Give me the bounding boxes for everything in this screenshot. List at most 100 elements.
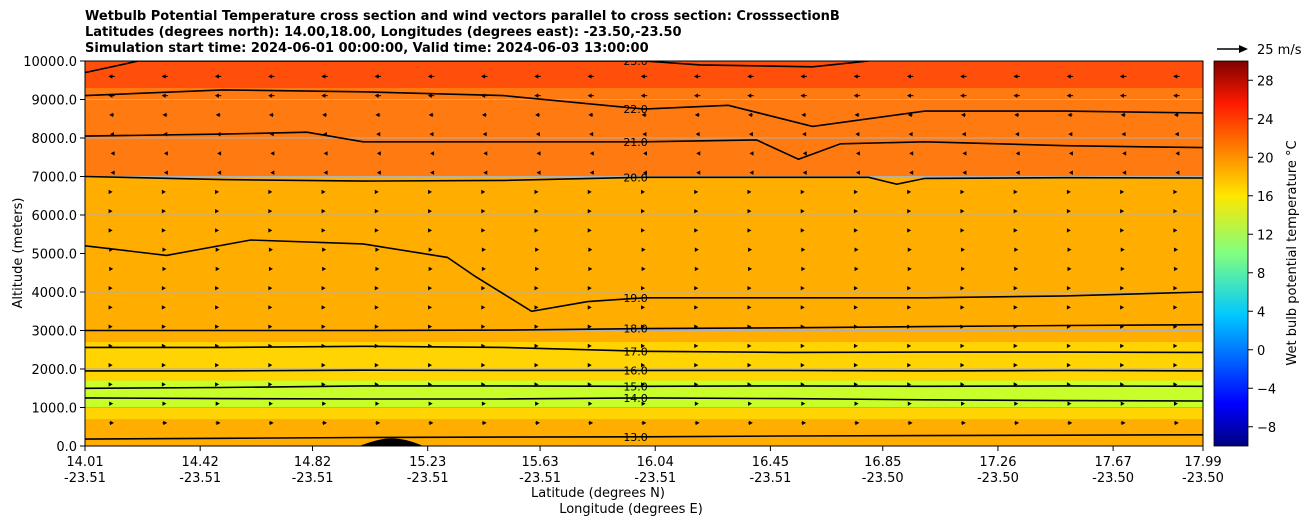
wind-vector <box>909 170 914 175</box>
wind-vector <box>374 362 379 368</box>
wind-vector <box>483 170 488 175</box>
wind-vector <box>587 285 592 291</box>
quiver-key-arrowhead <box>1239 45 1248 53</box>
wind-vector <box>800 362 805 368</box>
wind-vector <box>1066 208 1071 214</box>
wind-vector <box>1119 74 1127 79</box>
wind-vector <box>1015 151 1020 156</box>
wind-vector <box>481 74 488 79</box>
wind-vector <box>534 324 539 329</box>
wind-vector <box>961 247 966 252</box>
wind-vector <box>374 228 379 233</box>
x-tick-label-lon-8: -23.50 <box>977 471 1019 486</box>
wind-vector <box>162 401 167 406</box>
wind-vector <box>428 208 433 214</box>
wind-vector <box>801 266 806 272</box>
wind-vector <box>588 112 594 118</box>
wind-vector <box>428 285 433 291</box>
wind-vector <box>960 324 965 329</box>
wind-vector <box>1014 112 1020 118</box>
plot-area: 13.014.015.016.017.018.019.020.021.022.0… <box>84 55 1204 447</box>
wind-vector <box>1120 285 1125 291</box>
wind-vector <box>747 228 752 233</box>
wind-vector <box>906 74 914 79</box>
x-tick-label-lat-9: 17.67 <box>1095 455 1132 470</box>
wind-vectors <box>108 74 1180 426</box>
wind-vector <box>1120 228 1125 233</box>
wind-vector <box>321 343 326 349</box>
wind-vector <box>323 151 328 156</box>
x-axis-title-longitude: Longitude (degrees E) <box>559 502 703 517</box>
wind-vector <box>1173 324 1178 329</box>
wind-vector <box>215 420 221 426</box>
wind-vector <box>694 382 699 387</box>
wind-vector <box>641 382 645 387</box>
wind-vector <box>1173 401 1178 406</box>
wind-vector <box>428 189 433 195</box>
wind-vector <box>428 324 433 329</box>
wind-vector <box>161 93 169 98</box>
wind-vector <box>1119 93 1127 98</box>
wind-vector <box>1120 266 1125 272</box>
wind-vector <box>587 228 592 233</box>
wind-vector <box>108 305 113 310</box>
wind-vector <box>322 401 327 406</box>
wind-vector <box>161 362 166 368</box>
wind-vector <box>268 228 273 233</box>
wind-vector <box>694 74 701 79</box>
wind-vector <box>853 324 858 329</box>
y-tick-label-5: 5000.0 <box>32 248 78 263</box>
wind-vector <box>108 93 115 98</box>
wind-vector <box>853 74 861 79</box>
wind-vector <box>641 208 645 214</box>
wind-vector <box>268 208 273 214</box>
wind-vector <box>270 151 275 156</box>
wind-vector <box>1013 93 1020 98</box>
wind-vector <box>268 285 273 291</box>
x-tick-label-lon-3: -23.51 <box>407 471 449 486</box>
wind-vector <box>1067 112 1073 118</box>
wind-vector <box>534 189 539 195</box>
wind-vector <box>1013 362 1018 368</box>
colorbar-tick-label-1: −4 <box>1257 382 1276 397</box>
wind-vector <box>960 74 967 79</box>
wind-vector <box>323 170 328 175</box>
wind-vector <box>1120 247 1125 252</box>
wind-vector <box>747 208 752 214</box>
wind-vector <box>214 93 222 98</box>
wind-vector <box>375 266 380 272</box>
wind-vector <box>587 305 592 310</box>
wind-vector <box>854 420 860 426</box>
wind-vector <box>855 151 860 156</box>
wind-vector <box>748 131 753 137</box>
wind-vector <box>1175 170 1180 175</box>
contour-label-20.0: 20.0 <box>623 171 648 184</box>
wind-vector <box>108 285 113 291</box>
wind-vector <box>1066 285 1071 291</box>
contour-14.0 <box>85 397 1203 402</box>
wind-vector <box>321 93 328 98</box>
wind-vector <box>747 324 752 329</box>
wind-vector <box>322 112 327 118</box>
wind-vector <box>1068 170 1073 175</box>
y-tick-label-7: 7000.0 <box>32 171 78 186</box>
wind-vector <box>108 189 113 195</box>
wind-vector <box>587 189 592 195</box>
wind-vector <box>960 382 965 387</box>
wind-vector <box>321 382 326 387</box>
wind-vector <box>641 285 645 291</box>
wind-vector <box>694 266 699 272</box>
x-tick-label-lat-7: 16.85 <box>864 455 901 470</box>
wind-vector <box>800 208 805 214</box>
quiver-key: 25 m/s <box>1217 43 1302 58</box>
wind-vector <box>1014 401 1019 406</box>
wind-vector <box>1120 305 1125 310</box>
contour-label-23.0: 23.0 <box>623 55 648 68</box>
wind-vector <box>161 74 169 79</box>
wind-vector <box>1173 382 1178 387</box>
wind-vector <box>800 93 807 98</box>
contour-23.0 <box>85 61 869 74</box>
wind-vector <box>215 285 220 291</box>
wind-vector <box>854 247 859 252</box>
